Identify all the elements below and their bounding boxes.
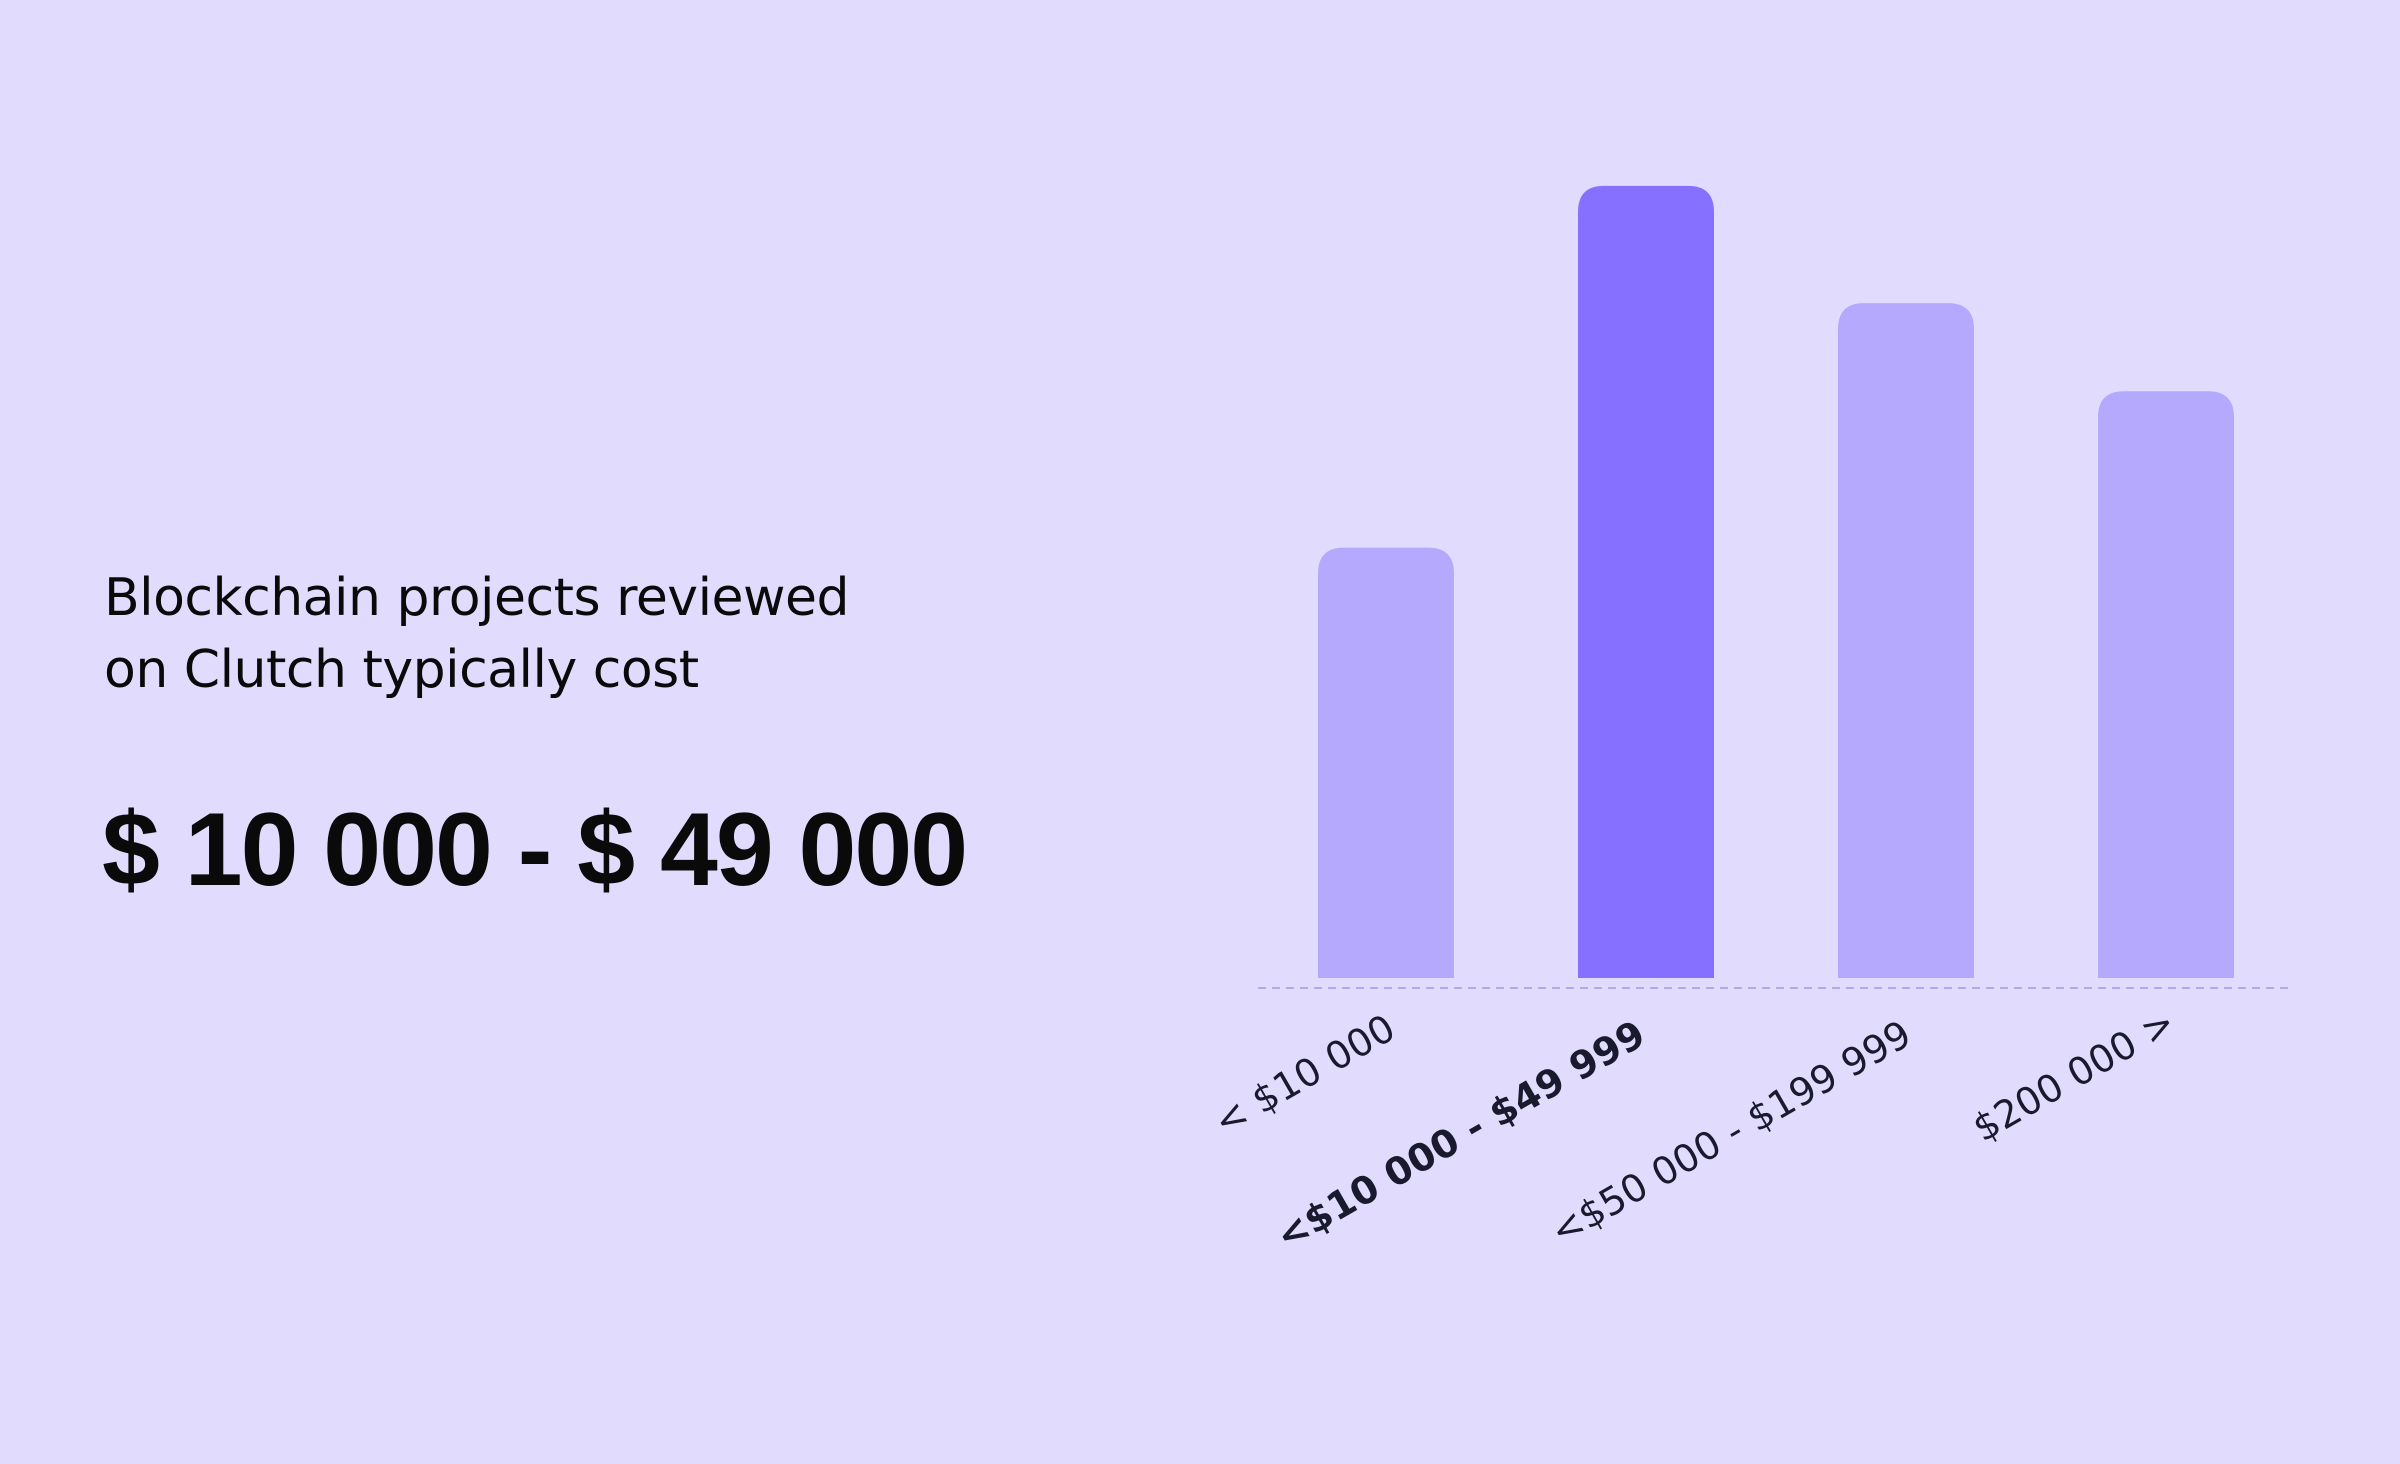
subtitle-line-1: Blockchain projects reviewed (104, 568, 850, 628)
tick-label-1: < $10 000 (1206, 1006, 1402, 1145)
bar-2 (1578, 185, 1714, 978)
tick-label-4: $200 000 > (1965, 1000, 2182, 1151)
chart-subtitle: Blockchain projects reviewed on Clutch t… (104, 562, 1004, 706)
bar-1 (1318, 547, 1454, 978)
cost-range-headline: $ 10 000 - $ 49 000 (102, 792, 968, 908)
tick-labels-group: < $10 000<$10 000 - $49 999<$50 000 - $1… (1206, 1000, 2182, 1259)
bar-4 (2098, 391, 2234, 978)
bars-group (1318, 185, 2234, 978)
subtitle-line-2: on Clutch typically cost (104, 640, 699, 700)
bar-3 (1838, 303, 1974, 978)
